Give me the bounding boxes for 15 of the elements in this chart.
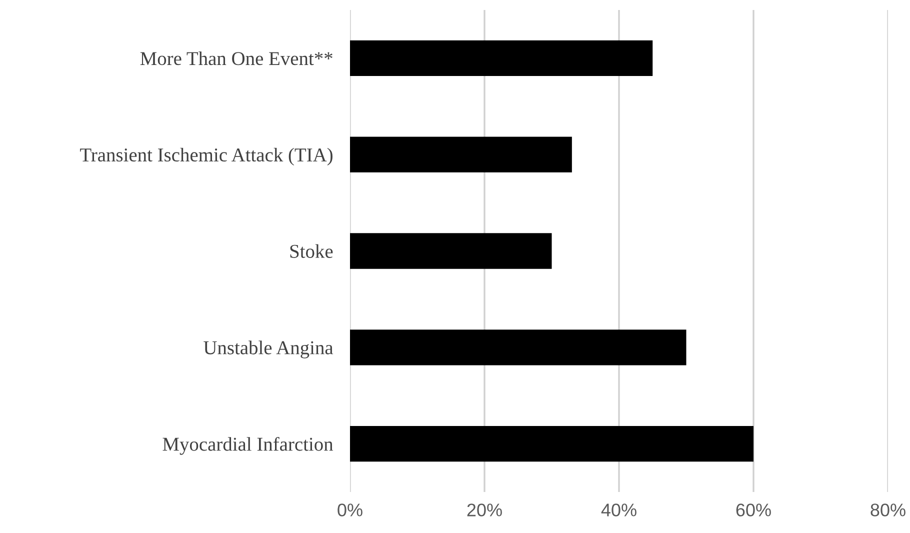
bar: [350, 330, 686, 366]
y-tick-label: Unstable Angina: [204, 340, 334, 358]
y-tick-label: More Than One Event**: [140, 51, 332, 66]
bar: [350, 233, 552, 269]
y-tick-label: Transient Ischemic Attack (TIA): [80, 148, 332, 166]
bar: [350, 136, 572, 172]
x-tick-label: 80%: [870, 504, 906, 516]
bar: [350, 40, 653, 76]
x-tick-label: 60%: [736, 504, 771, 516]
x-tick-label: 0%: [338, 504, 362, 516]
y-tick-label: Myocardial Infarction: [162, 436, 334, 455]
x-tick-label: 40%: [601, 504, 636, 516]
x-tick-label: 20%: [467, 504, 502, 516]
y-tick-label: Stoke: [290, 244, 333, 258]
bar: [350, 426, 754, 462]
